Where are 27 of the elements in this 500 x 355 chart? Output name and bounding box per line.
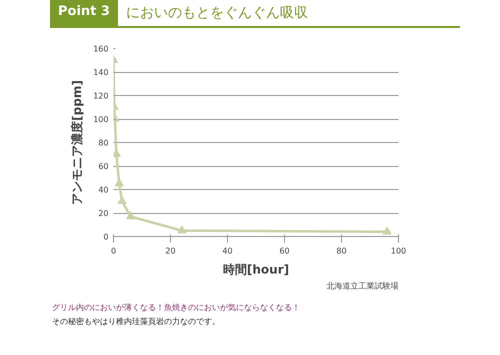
x-tick-label: 20 (165, 246, 176, 256)
point (126, 211, 136, 220)
x-tick-label: 0 (110, 246, 116, 256)
point (382, 226, 392, 235)
x-tick-label: 80 (336, 246, 347, 256)
y-tick-label: 80 (98, 138, 109, 148)
y-tick-label: 0 (103, 232, 109, 242)
x-tick-label: 40 (222, 246, 233, 256)
title: においのもとをぐんぐん吸収 (124, 4, 309, 23)
point (118, 196, 127, 204)
y-tick-label: 140 (93, 68, 109, 77)
y-axis-title: アンモニア濃度[ppm] (70, 80, 84, 205)
y-tick-label: 40 (98, 186, 109, 194)
point (177, 226, 186, 234)
y-tick-label: 20 (98, 209, 109, 218)
text: グリル内のにおいが薄くなる！魚焼きのにおいが気にならなくなる！ (52, 302, 300, 314)
x-tick-label: 60 (279, 246, 290, 256)
y-tick-label: 120 (93, 92, 109, 100)
y-tick-label: 60 (98, 162, 109, 171)
subtitle: Point 3 (50, 0, 118, 26)
text: 北海道立工業試験場 (326, 282, 398, 290)
y-tick-label: 160 (93, 44, 109, 54)
point (114, 178, 124, 186)
text: その秘密もやはり稚内珪藻頁岩の力なのです。 (52, 316, 221, 328)
x-tick-label: 100 (390, 246, 406, 256)
y-tick-label: 100 (93, 115, 109, 124)
x-axis-title: 時間[hour] (222, 262, 290, 276)
